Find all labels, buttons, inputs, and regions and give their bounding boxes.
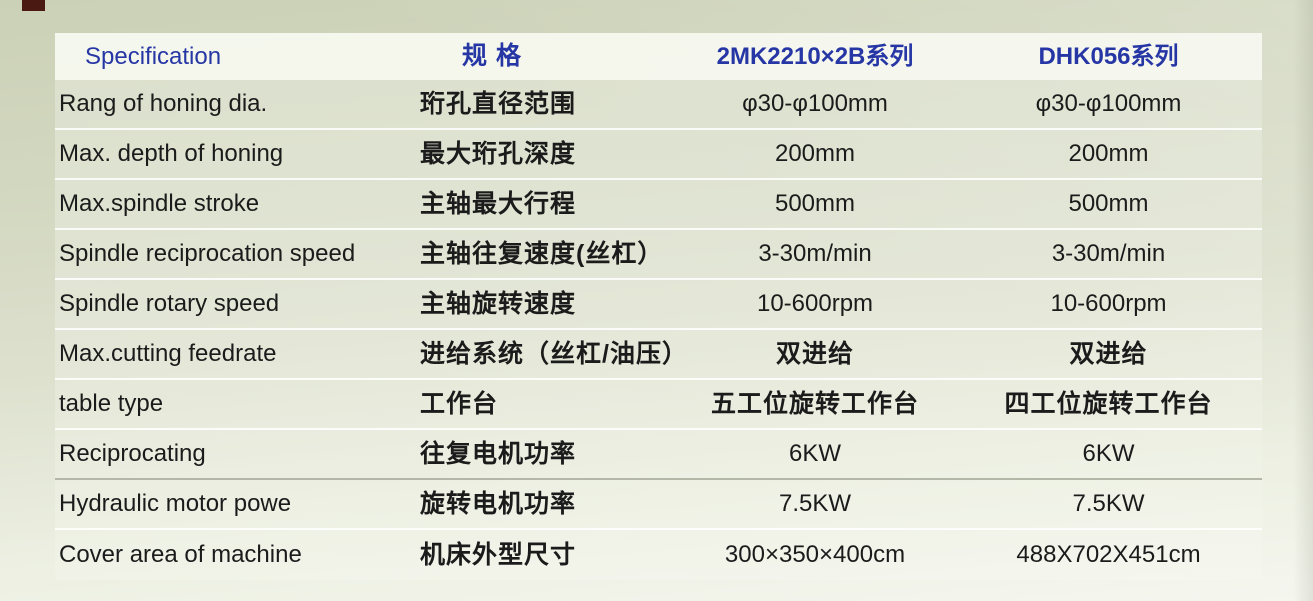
cell-series-dhk056: 10-600rpm	[1050, 290, 1167, 317]
cell-series-2mk2210: 500mm	[774, 190, 856, 217]
cell-series-2mk2210: 五工位旋转工作台	[710, 389, 919, 418]
cell-series-2mk2210: 10-600rpm	[756, 290, 874, 317]
cell-spec-zh: 主轴往复速度(丝杠）	[420, 239, 664, 268]
spec-table: Specification 规 格 2MK2210×2B系列 DHK056系列 …	[55, 33, 1262, 580]
cell-series-dhk056: 3-30m/min	[1051, 240, 1166, 267]
table-row: Cover area of machine 机床外型尺寸 300×350×400cm…	[55, 530, 1262, 580]
table-row: Max. depth of honing 最大珩孔深度 200mm 200mm	[55, 130, 1262, 180]
cell-spec-zh: 机床外型尺寸	[420, 540, 577, 569]
table-row: Max.cutting feedrate 进给系统（丝杠/油压） 双进给 双进给	[55, 330, 1262, 380]
cell-spec-zh: 旋转电机功率	[420, 489, 577, 518]
cell-series-dhk056: φ30-φ100mm	[1035, 90, 1182, 117]
table-row: Reciprocating 往复电机功率 6KW 6KW	[55, 430, 1262, 480]
header-series-dhk056: DHK056系列	[1038, 42, 1179, 70]
cell-spec-zh: 最大珩孔深度	[420, 139, 577, 168]
cell-spec-en: Cover area of machine	[59, 541, 302, 568]
cell-spec-en: Max.spindle stroke	[59, 190, 260, 217]
cell-series-dhk056: 双进给	[1069, 339, 1148, 368]
cell-spec-zh: 主轴最大行程	[420, 189, 577, 218]
cell-spec-zh: 珩孔直径范围	[420, 89, 577, 118]
header-series-2mk2210: 2MK2210×2B系列	[716, 42, 914, 70]
cell-series-2mk2210: 6KW	[788, 440, 841, 467]
table-header-row: Specification 规 格 2MK2210×2B系列 DHK056系列	[55, 33, 1262, 80]
cell-series-2mk2210: 3-30m/min	[758, 240, 872, 267]
cell-spec-en: Spindle reciprocation speed	[59, 240, 356, 267]
cell-spec-en: Spindle rotary speed	[59, 290, 280, 317]
header-spec-zh: 规 格	[462, 42, 522, 70]
cell-spec-en: Rang of honing dia.	[59, 90, 268, 117]
cell-series-2mk2210: 300×350×400cm	[724, 541, 906, 568]
header-specification: Specification	[85, 42, 222, 70]
cell-series-dhk056: 488X702X451cm	[1016, 541, 1201, 568]
cell-spec-en: Reciprocating	[59, 440, 206, 467]
table-row: Spindle reciprocation speed 主轴往复速度(丝杠） 3-3…	[55, 230, 1262, 280]
table-row: Rang of honing dia. 珩孔直径范围 φ30-φ100mm φ30-φ…	[55, 80, 1262, 130]
table-row: table type 工作台 五工位旋转工作台 四工位旋转工作台	[55, 380, 1262, 430]
cell-spec-en: Hydraulic motor powe	[59, 490, 292, 517]
table-row: Spindle rotary speed 主轴旋转速度 10-600rpm 10-60…	[55, 280, 1262, 330]
cell-series-2mk2210: 200mm	[774, 140, 856, 167]
cell-series-2mk2210: 7.5KW	[778, 490, 852, 517]
cell-series-2mk2210: φ30-φ100mm	[742, 90, 888, 117]
cell-series-dhk056: 500mm	[1068, 190, 1149, 217]
cell-series-2mk2210: 双进给	[775, 339, 854, 368]
cell-spec-en: Max.cutting feedrate	[59, 340, 277, 367]
cell-series-dhk056: 四工位旋转工作台	[1004, 389, 1213, 418]
cell-spec-en: Max. depth of honing	[59, 140, 284, 167]
cell-series-dhk056: 6KW	[1082, 440, 1135, 467]
cell-spec-zh: 主轴旋转速度	[420, 289, 577, 318]
table-row: Max.spindle stroke 主轴最大行程 500mm 500mm	[55, 180, 1262, 230]
cell-spec-zh: 进给系统（丝杠/油压）	[420, 339, 688, 368]
table-row: Hydraulic motor powe 旋转电机功率 7.5KW 7.5KW	[55, 480, 1262, 530]
cell-series-dhk056: 200mm	[1068, 140, 1149, 167]
page-corner-mark	[22, 0, 45, 11]
cell-spec-zh: 往复电机功率	[420, 439, 577, 468]
cell-spec-zh: 工作台	[420, 389, 499, 418]
spec-table-body: Rang of honing dia. 珩孔直径范围 φ30-φ100mm φ30-φ…	[55, 80, 1262, 580]
cell-spec-en: table type	[59, 390, 164, 417]
cell-series-dhk056: 7.5KW	[1072, 490, 1145, 517]
